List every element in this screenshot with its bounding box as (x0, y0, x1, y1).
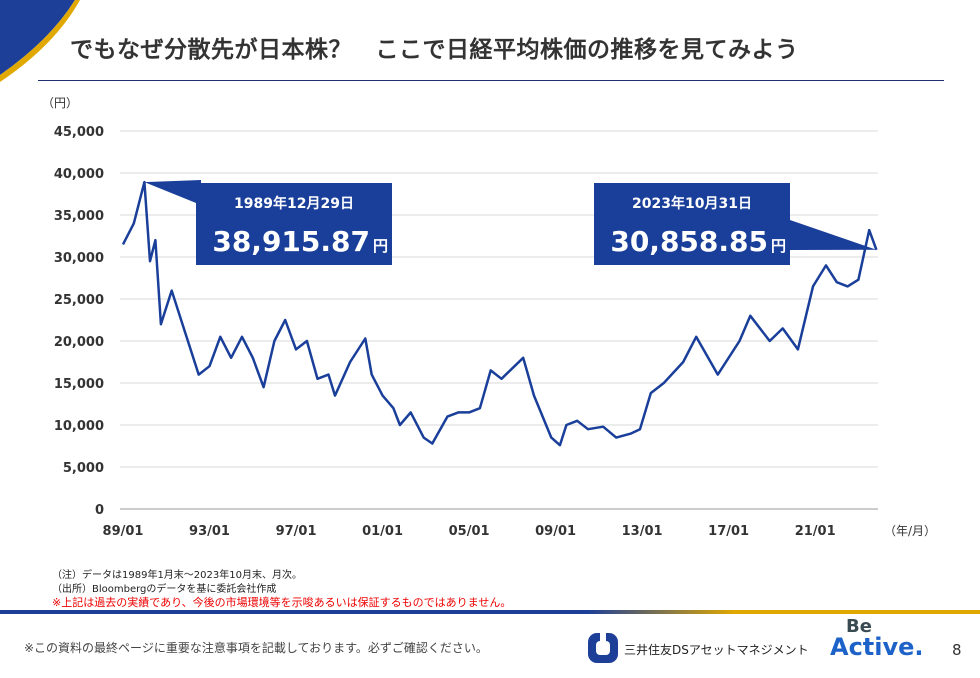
callout-unit: 円 (373, 237, 388, 255)
nikkei-chart: 0 5,000 10,000 15,000 20,000 25,000 30,000 35,0… (42, 96, 936, 539)
slogan-be: Be (846, 616, 872, 637)
x-unit-label: （年/月） (884, 524, 936, 538)
series-line (121, 180, 878, 447)
note-source: （出所）Bloombergのデータを基に委託会社作成 (52, 584, 277, 595)
x-tick-label: 17/01 (708, 524, 749, 539)
y-tick-label: 35,000 (54, 209, 104, 224)
y-tick-label: 20,000 (54, 335, 104, 350)
callout-pointer (790, 220, 877, 250)
callout-date: 1989年12月29日 (234, 195, 354, 212)
company-logo-icon (588, 633, 618, 663)
footer-notice: ※この資料の最終ページに重要な注意事項を記載しております。必ずご確認ください。 (24, 641, 488, 655)
warning-note: ※上記は過去の実績であり、今後の市場環境等を示唆あるいは保証するものではありませ… (52, 596, 512, 609)
x-tick-label: 97/01 (276, 524, 317, 539)
x-tick-label: 09/01 (535, 524, 576, 539)
callout-value: 38,915.87 (212, 225, 370, 258)
footer-band (0, 610, 980, 614)
x-tick-label: 21/01 (795, 524, 836, 539)
y-tick-label: 25,000 (54, 293, 104, 308)
x-tick-label: 01/01 (362, 524, 403, 539)
title-divider (38, 80, 944, 81)
y-tick-label: 15,000 (54, 377, 104, 392)
company-name: 三井住友DSアセットマネジメント (624, 643, 809, 657)
note-data: （注）データは1989年1月末～2023年10月末、月次。 (52, 570, 302, 581)
y-tick-label: 10,000 (54, 419, 104, 434)
corner-decoration (0, 0, 80, 82)
page-title: でもなぜ分散先が日本株？ ここで日経平均株価の推移を見てみよう (70, 37, 799, 63)
callout-date: 2023年10月31日 (632, 195, 752, 212)
x-tick-label: 89/01 (103, 524, 144, 539)
callout-unit: 円 (771, 237, 786, 255)
x-tick-label: 13/01 (622, 524, 663, 539)
y-tick-label: 0 (95, 503, 104, 518)
y-tick-label: 30,000 (54, 251, 104, 266)
y-tick-label: 40,000 (54, 167, 104, 182)
callout-value: 30,858.85 (610, 225, 768, 258)
x-tick-label: 93/01 (189, 524, 230, 539)
callout-box (594, 183, 790, 265)
slogan-active: Active. (830, 633, 924, 661)
y-tick-label: 5,000 (63, 461, 104, 476)
page-number: 8 (952, 641, 962, 659)
y-tick-label: 45,000 (54, 125, 104, 140)
y-unit-label: （円） (42, 96, 78, 110)
x-tick-label: 05/01 (449, 524, 490, 539)
callout-pointer (144, 180, 201, 205)
callout-box (196, 183, 392, 265)
